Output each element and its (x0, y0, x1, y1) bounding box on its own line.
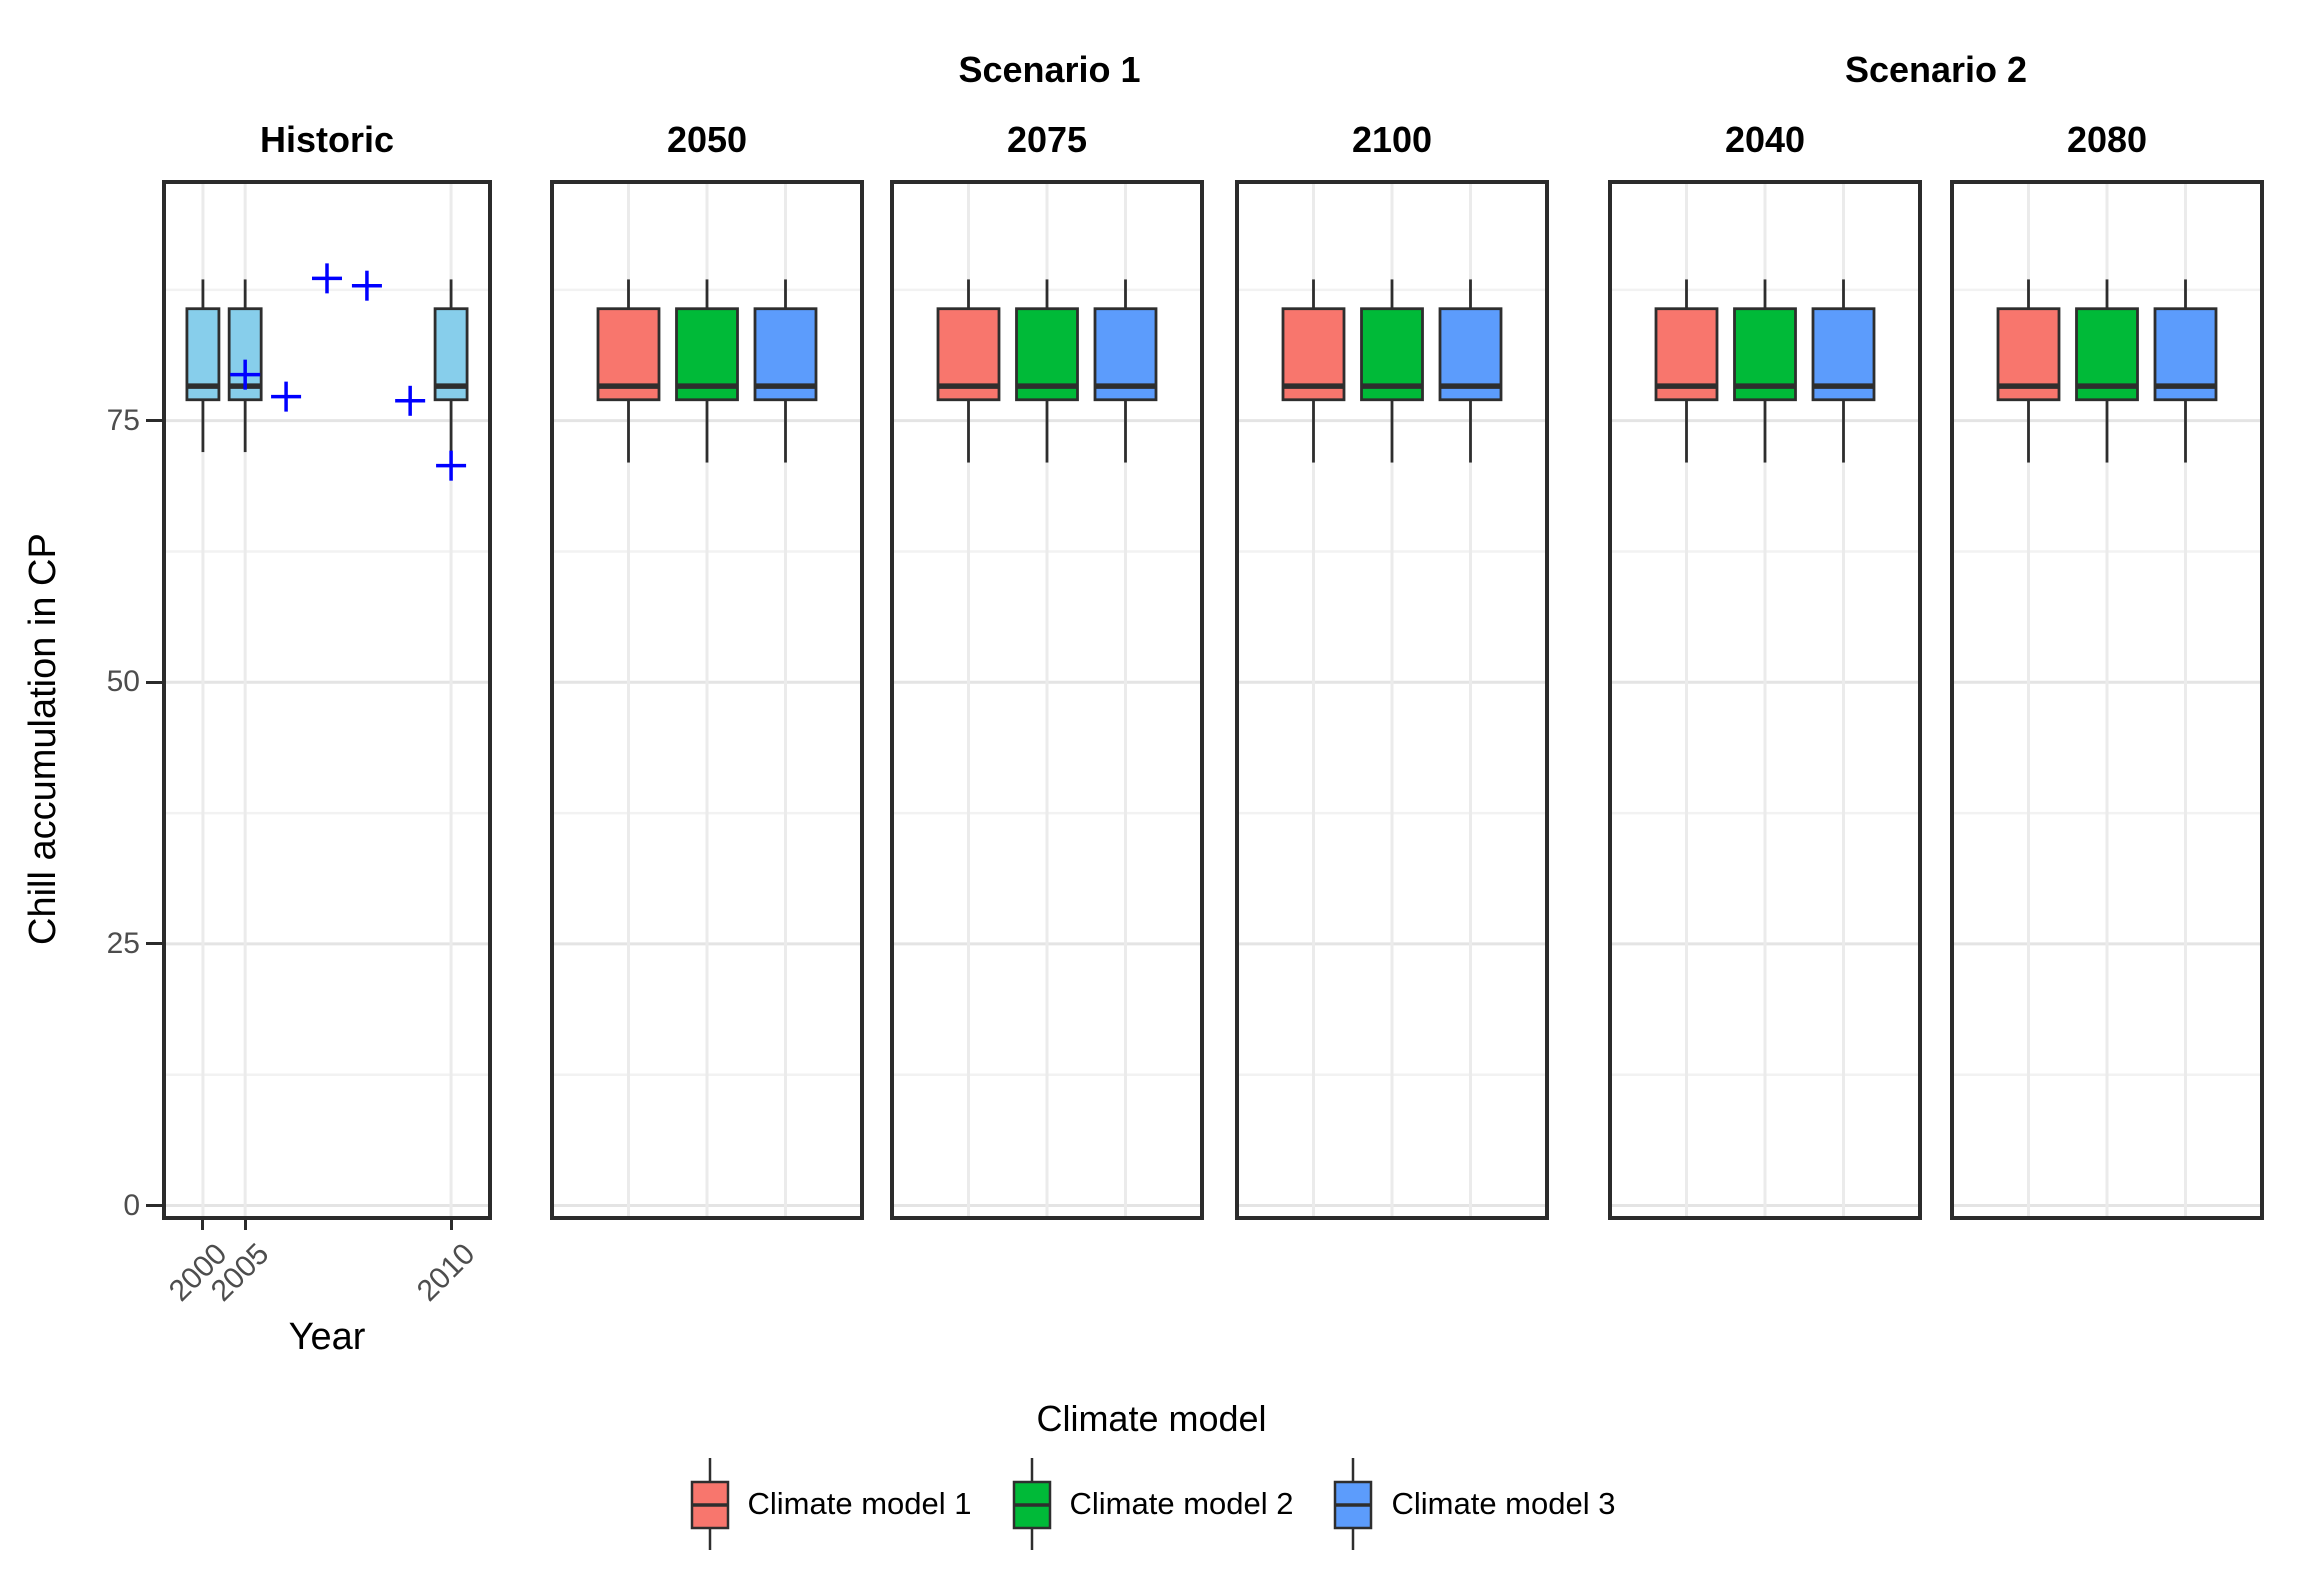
x-tick-mark (449, 1216, 453, 1230)
y-tick-mark (146, 419, 162, 423)
y-tick-label: 0 (123, 1188, 140, 1222)
facet-title-2075: 2075 (1006, 119, 1088, 160)
facet-title-2040: 2040 (1724, 119, 1806, 160)
panel-historic (162, 180, 492, 1220)
boxplot-key-icon (1334, 1458, 1373, 1550)
x-tick-mark (201, 1216, 205, 1230)
legend-title: Climate model (1036, 1398, 1267, 1439)
y-axis-title: Chill accumulation in CP (22, 533, 64, 945)
boxplot-key-icon (690, 1458, 729, 1550)
legend-item-climate-model-2: Climate model 2 (1010, 1456, 1294, 1552)
x-axis-title: Year (288, 1316, 366, 1358)
x-tick-label: 2010 (411, 1237, 482, 1308)
y-tick-mark (146, 680, 162, 684)
scenario-2-header: Scenario 2 (1844, 49, 2028, 90)
panel-2080 (1950, 180, 2264, 1220)
x-tick-mark (243, 1216, 247, 1230)
facet-title-2050: 2050 (666, 119, 748, 160)
boxplot-key-icon (1012, 1458, 1051, 1550)
legend: Climate model Climate model 1 Clim (0, 1398, 2303, 1552)
y-tick-label: 25 (106, 926, 140, 960)
panel-canvas (166, 184, 488, 1216)
facet-title-2100: 2100 (1351, 119, 1433, 160)
panel-2050 (550, 180, 864, 1220)
panel-canvas (554, 184, 860, 1216)
y-tick-mark (146, 1204, 162, 1208)
legend-row: Climate model 1 Climate model 2 (688, 1456, 1615, 1552)
panel-canvas (1954, 184, 2260, 1216)
panel-2075 (890, 180, 1204, 1220)
scenario-1-header: Scenario 1 (958, 49, 1141, 90)
panel-canvas (1239, 184, 1545, 1216)
facet-title-historic: Historic (259, 119, 395, 160)
legend-item-climate-model-3: Climate model 3 (1331, 1456, 1615, 1552)
panel-2040 (1608, 180, 1922, 1220)
legend-label: Climate model 3 (1391, 1486, 1616, 1521)
panel-canvas (894, 184, 1200, 1216)
panel-canvas (1612, 184, 1918, 1216)
facet-title-2080: 2080 (2066, 119, 2148, 160)
legend-label: Climate model 1 (747, 1486, 972, 1521)
y-tick-label: 75 (106, 403, 140, 437)
y-tick-mark (146, 942, 162, 946)
panel-2100 (1235, 180, 1549, 1220)
legend-item-climate-model-1: Climate model 1 (688, 1456, 972, 1552)
y-tick-label: 50 (106, 665, 140, 699)
legend-label: Climate model 2 (1069, 1486, 1294, 1521)
